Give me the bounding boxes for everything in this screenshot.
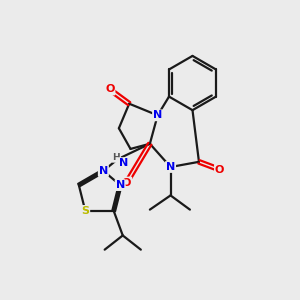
Text: O: O <box>215 165 224 175</box>
Text: N: N <box>116 180 125 190</box>
Text: O: O <box>122 178 131 188</box>
Text: S: S <box>81 206 89 216</box>
Text: O: O <box>105 85 115 94</box>
Text: N: N <box>118 158 128 168</box>
Text: N: N <box>99 166 108 176</box>
Text: N: N <box>153 110 162 120</box>
Text: N: N <box>166 162 175 172</box>
Text: H: H <box>112 153 120 162</box>
